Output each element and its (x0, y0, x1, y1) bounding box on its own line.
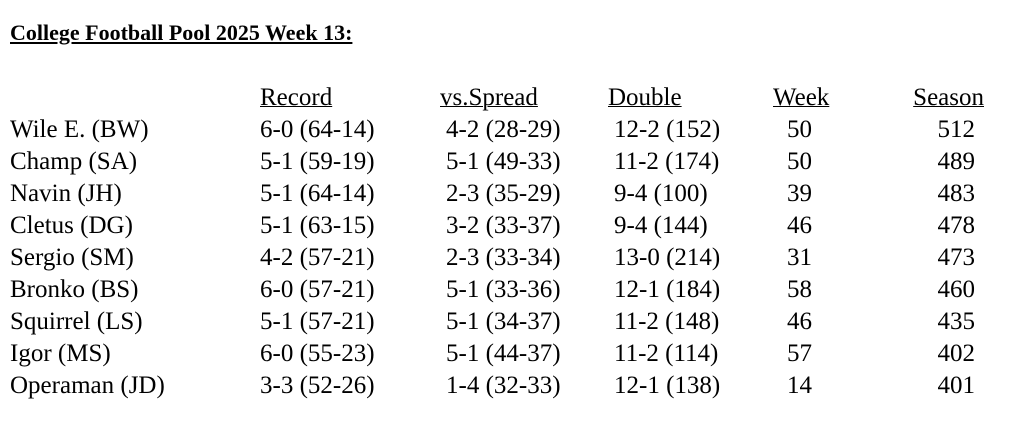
table-row: Igor (MS) 6-0 (55-23) 5-1 (44-37) 11-2 (114… (0, 338, 1022, 370)
week-points: 50 (787, 148, 812, 175)
double: 13-0 (214) (614, 244, 721, 271)
record: 6-0 (57-21) (260, 276, 375, 303)
week-points: 58 (787, 276, 812, 303)
vs-spread: 5-1 (33-36) (446, 276, 561, 303)
season-points: 489 (937, 148, 976, 175)
double: 11-2 (148) (614, 308, 720, 335)
season-points: 460 (937, 276, 976, 303)
player-name: Wile E. (BW) (10, 116, 149, 143)
record: 3-3 (52-26) (260, 372, 375, 399)
table-row: Sergio (SM) 4-2 (57-21) 2-3 (33-34) 13-0 (2… (0, 242, 1022, 274)
vs-spread: 5-1 (34-37) (446, 308, 561, 335)
player-name: Champ (SA) (10, 148, 138, 175)
vs-spread: 2-3 (35-29) (446, 180, 561, 207)
record: 6-0 (55-23) (260, 340, 375, 367)
season-points: 435 (937, 308, 976, 335)
player-name: Sergio (SM) (10, 244, 134, 271)
double: 12-2 (152) (614, 116, 721, 143)
double: 12-1 (184) (614, 276, 721, 303)
double: 9-4 (100) (614, 180, 708, 207)
page-title: College Football Pool 2025 Week 13: (10, 20, 353, 45)
double: 12-1 (138) (614, 372, 721, 399)
week-points: 14 (787, 372, 812, 399)
header-season: Season (913, 84, 984, 111)
week-points: 31 (787, 244, 812, 271)
vs-spread: 5-1 (44-37) (446, 340, 561, 367)
table-row: Squirrel (LS) 5-1 (57-21) 5-1 (34-37) 11-2 … (0, 306, 1022, 338)
record: 5-1 (63-15) (260, 212, 375, 239)
record: 5-1 (59-19) (260, 148, 375, 175)
vs-spread: 5-1 (49-33) (446, 148, 561, 175)
record: 4-2 (57-21) (260, 244, 375, 271)
player-name: Navin (JH) (10, 180, 122, 207)
table-row: Operaman (JD) 3-3 (52-26) 1-4 (32-33) 12-1 … (0, 370, 1022, 402)
table-row: Navin (JH) 5-1 (64-14) 2-3 (35-29) 9-4 (100… (0, 178, 1022, 210)
table-row: Cletus (DG) 5-1 (63-15) 3-2 (33-37) 9-4 (14… (0, 210, 1022, 242)
season-points: 402 (937, 340, 976, 367)
player-name: Bronko (BS) (10, 276, 139, 303)
player-name: Cletus (DG) (10, 212, 133, 239)
player-name: Operaman (JD) (10, 372, 165, 399)
season-points: 473 (937, 244, 976, 271)
vs-spread: 1-4 (32-33) (446, 372, 561, 399)
player-name: Squirrel (LS) (10, 308, 143, 335)
week-points: 39 (787, 180, 812, 207)
double: 11-2 (174) (614, 148, 720, 175)
week-points: 46 (787, 212, 812, 239)
double: 9-4 (144) (614, 212, 708, 239)
record: 5-1 (64-14) (260, 180, 375, 207)
double: 11-2 (114) (614, 340, 719, 367)
header-week: Week (773, 84, 830, 111)
record: 5-1 (57-21) (260, 308, 375, 335)
record: 6-0 (64-14) (260, 116, 375, 143)
season-points: 478 (937, 212, 976, 239)
header-double: Double (608, 84, 682, 111)
table-row: Champ (SA) 5-1 (59-19) 5-1 (49-33) 11-2 (17… (0, 146, 1022, 178)
week-points: 46 (787, 308, 812, 335)
player-name: Igor (MS) (10, 340, 111, 367)
vs-spread: 3-2 (33-37) (446, 212, 561, 239)
vs-spread: 4-2 (28-29) (446, 116, 561, 143)
header-vs-spread: vs.Spread (440, 84, 538, 111)
table-row: Bronko (BS) 6-0 (57-21) 5-1 (33-36) 12-1 (1… (0, 274, 1022, 306)
week-points: 57 (787, 340, 812, 367)
table-header: Record vs.Spread Double Week Season (0, 82, 1022, 114)
header-record: Record (260, 84, 333, 111)
week-points: 50 (787, 116, 812, 143)
table-row: Wile E. (BW) 6-0 (64-14) 4-2 (28-29) 12-2 (… (0, 114, 1022, 146)
season-points: 512 (937, 116, 976, 143)
season-points: 401 (937, 372, 976, 399)
vs-spread: 2-3 (33-34) (446, 244, 561, 271)
season-points: 483 (937, 180, 976, 207)
